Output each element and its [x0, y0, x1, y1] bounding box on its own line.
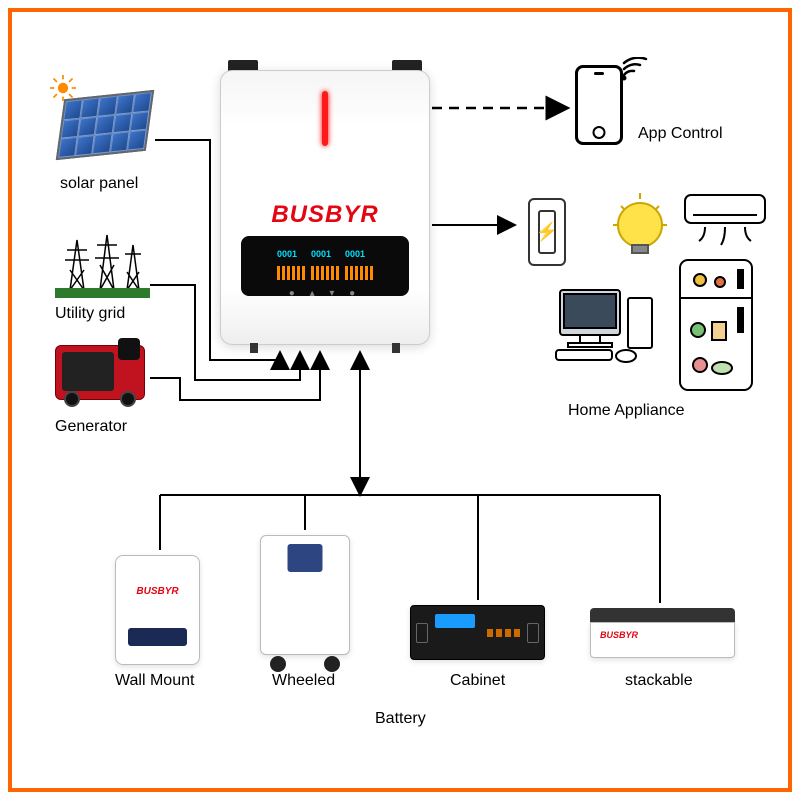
battery-group-label: Battery: [375, 710, 426, 728]
grid-label: Utility grid: [55, 305, 125, 323]
status-led-icon: [322, 91, 328, 146]
inverter-device: BUSBYR 0001 0001 0001 ● ▴ ▾ ●: [220, 70, 430, 345]
app-control-icon: [575, 65, 630, 150]
solar-panel-icon: [60, 95, 160, 170]
battery-wall-mount: BUSBYR: [115, 555, 200, 665]
generator-label: Generator: [55, 418, 127, 436]
brand-logo: BUSBYR: [221, 201, 429, 229]
bat-wheel-label: Wheeled: [272, 672, 335, 690]
battery-wheeled: [260, 535, 350, 670]
generator-icon: [55, 345, 150, 415]
battery-stackable: BUSBYR: [590, 608, 735, 658]
bat-cab-label: Cabinet: [450, 672, 505, 690]
bat-stack-label: stackable: [625, 672, 693, 690]
battery-cabinet: [410, 605, 545, 660]
appliance-label: Home Appliance: [568, 402, 685, 420]
bat-wall-label: Wall Mount: [115, 672, 194, 690]
utility-grid-icon: [55, 230, 155, 300]
app-label: App Control: [638, 125, 723, 143]
solar-label: solar panel: [60, 175, 138, 193]
inverter-display: 0001 0001 0001 ● ▴ ▾ ●: [241, 236, 409, 296]
home-appliance-cluster: ⚡: [520, 190, 770, 400]
phone-charging-icon: ⚡: [528, 198, 566, 266]
